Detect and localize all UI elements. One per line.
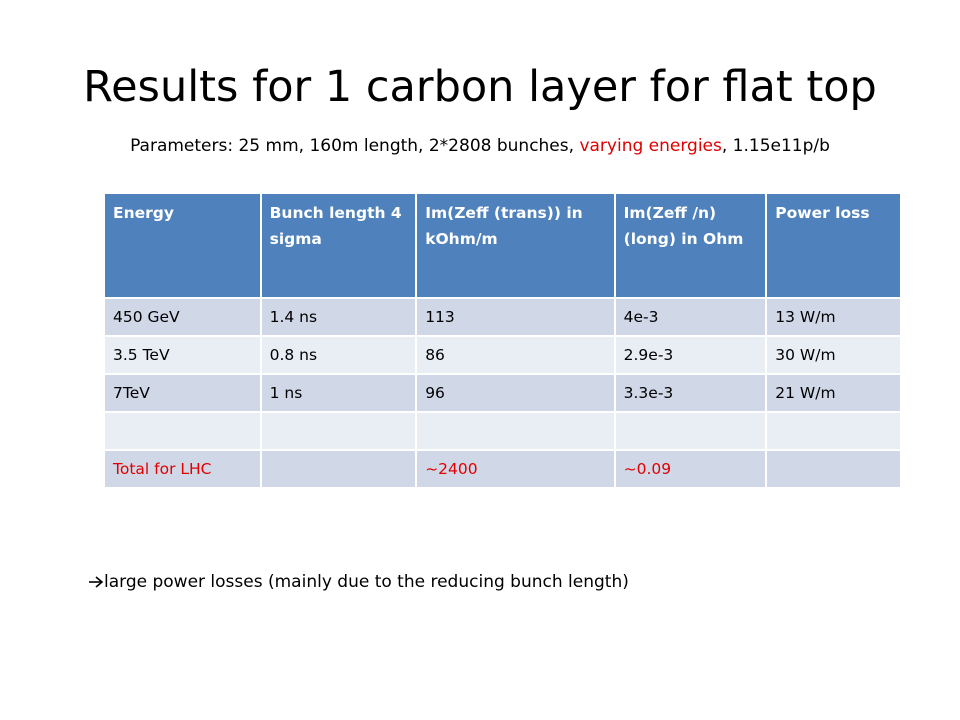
table-row: 450 GeV 1.4 ns 113 4e-3 13 W/m — [103, 297, 902, 337]
header-cell: Im(Zeff (trans)) in kOhm/m — [415, 192, 616, 299]
table-cell: 30 W/m — [765, 335, 902, 375]
table-cell: ~2400 — [415, 449, 616, 489]
table-cell: 1.4 ns — [259, 297, 418, 337]
table-cell — [259, 411, 418, 451]
table-cell — [415, 411, 616, 451]
table-cell — [765, 449, 902, 489]
parameters-text: Parameters: 25 mm, 160m length, 2*2808 b… — [130, 136, 580, 156]
table-cell: 450 GeV — [103, 297, 262, 337]
parameters-highlight: varying energies — [579, 136, 722, 156]
header-cell: Energy — [103, 192, 262, 299]
table-cell: 3.3e-3 — [613, 373, 768, 413]
table-cell: 13 W/m — [765, 297, 902, 337]
table-cell — [103, 411, 262, 451]
arrow-icon — [89, 576, 104, 588]
parameters-text: , 1.15e11p/b — [721, 136, 830, 156]
table-cell — [765, 411, 902, 451]
table-cell: 113 — [415, 297, 616, 337]
table-cell: 2.9e-3 — [613, 335, 768, 375]
table-cell: 4e-3 — [613, 297, 768, 337]
table-cell: 0.8 ns — [259, 335, 418, 375]
table-cell: 21 W/m — [765, 373, 902, 413]
table-row: 3.5 TeV 0.8 ns 86 2.9e-3 30 W/m — [103, 335, 902, 375]
header-cell: Bunch length 4 sigma — [259, 192, 418, 299]
header-cell: Im(Zeff /n) (long) in Ohm — [613, 192, 768, 299]
table-row: 7TeV 1 ns 96 3.3e-3 21 W/m — [103, 373, 902, 413]
table-body: 450 GeV 1.4 ns 113 4e-3 13 W/m 3.5 TeV 0.8 ns 8… — [103, 297, 902, 489]
table-cell: Total for LHC — [103, 449, 262, 489]
table-cell: 3.5 TeV — [103, 335, 262, 375]
results-table: Energy Bunch length 4 sigma Im(Zeff (trans… — [103, 192, 902, 489]
table-cell: 96 — [415, 373, 616, 413]
table-cell: 1 ns — [259, 373, 418, 413]
parameters: Parameters: 25 mm, 160m length, 2*2808 b… — [0, 136, 960, 156]
note: large power losses (mainly due to the re… — [88, 572, 629, 592]
header-row: Energy Bunch length 4 sigma Im(Zeff (trans… — [103, 192, 902, 299]
slide-title: Results for 1 carbon layer for flat top — [83, 62, 877, 112]
note-text: large power losses (mainly due to the re… — [104, 572, 629, 592]
header-cell: Power loss — [765, 192, 902, 299]
table-row: Total for LHC ~2400 ~0.09 — [103, 449, 902, 489]
table-cell: 86 — [415, 335, 616, 375]
table-row — [103, 411, 902, 451]
table-cell: ~0.09 — [613, 449, 768, 489]
table-cell — [259, 449, 418, 489]
table-cell: 7TeV — [103, 373, 262, 413]
table-cell — [613, 411, 768, 451]
